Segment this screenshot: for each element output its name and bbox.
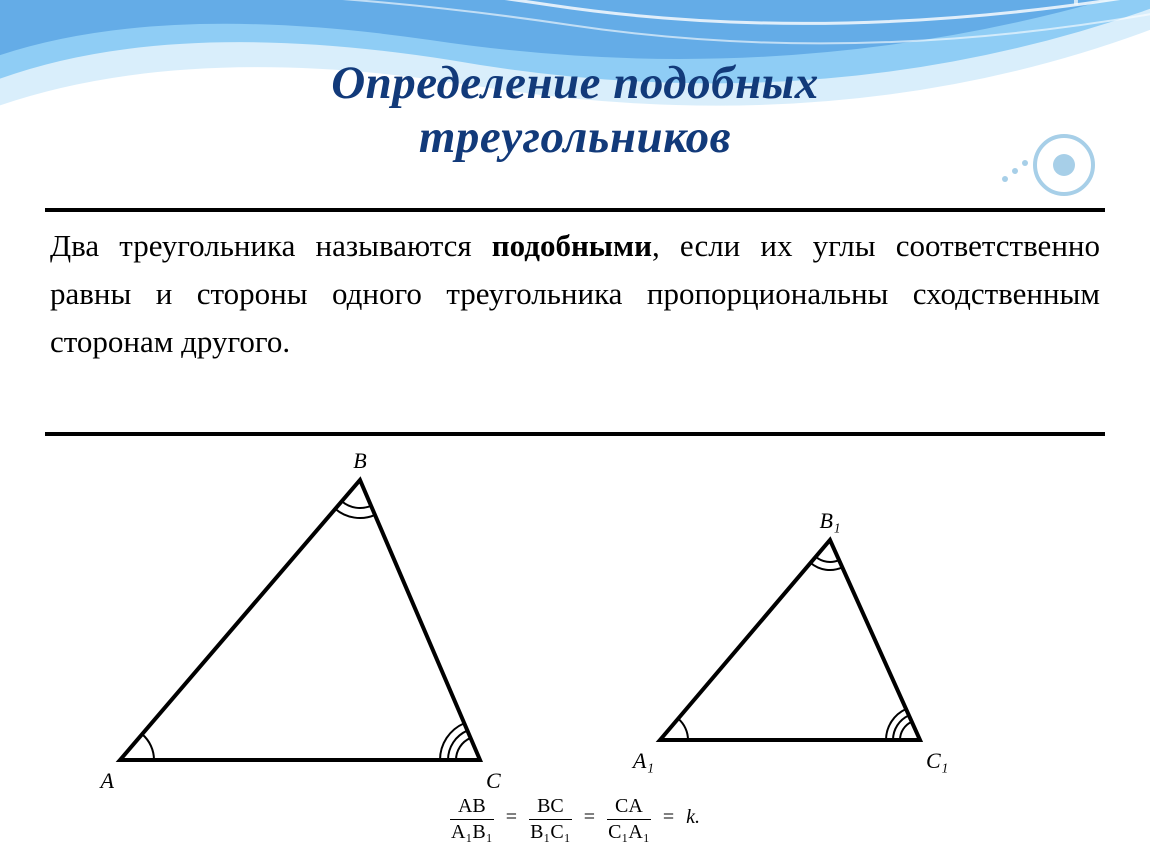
definition-rule-bottom	[45, 432, 1105, 436]
definition-text: Два треугольника называются подобными, е…	[50, 222, 1100, 366]
title-line-2: треугольников	[0, 110, 1150, 164]
decorative-dot	[1002, 176, 1008, 182]
title-line-1: Определение подобных	[0, 56, 1150, 110]
definition-rule-top	[45, 208, 1105, 212]
svg-text:+: +	[1060, 0, 1092, 23]
svg-text:A₁: A₁	[631, 748, 654, 773]
svg-text:C: C	[486, 768, 501, 793]
decorative-dot	[1012, 168, 1018, 174]
svg-text:C₁: C₁	[926, 748, 948, 773]
svg-text:A: A	[99, 768, 115, 793]
proportion-formula: ABA₁B₁=BCB₁C₁=CAC₁A₁=k.	[0, 795, 1150, 844]
svg-text:B₁: B₁	[819, 508, 840, 533]
slide-title: Определение подобных треугольников	[0, 56, 1150, 164]
svg-text:B: B	[353, 448, 366, 473]
